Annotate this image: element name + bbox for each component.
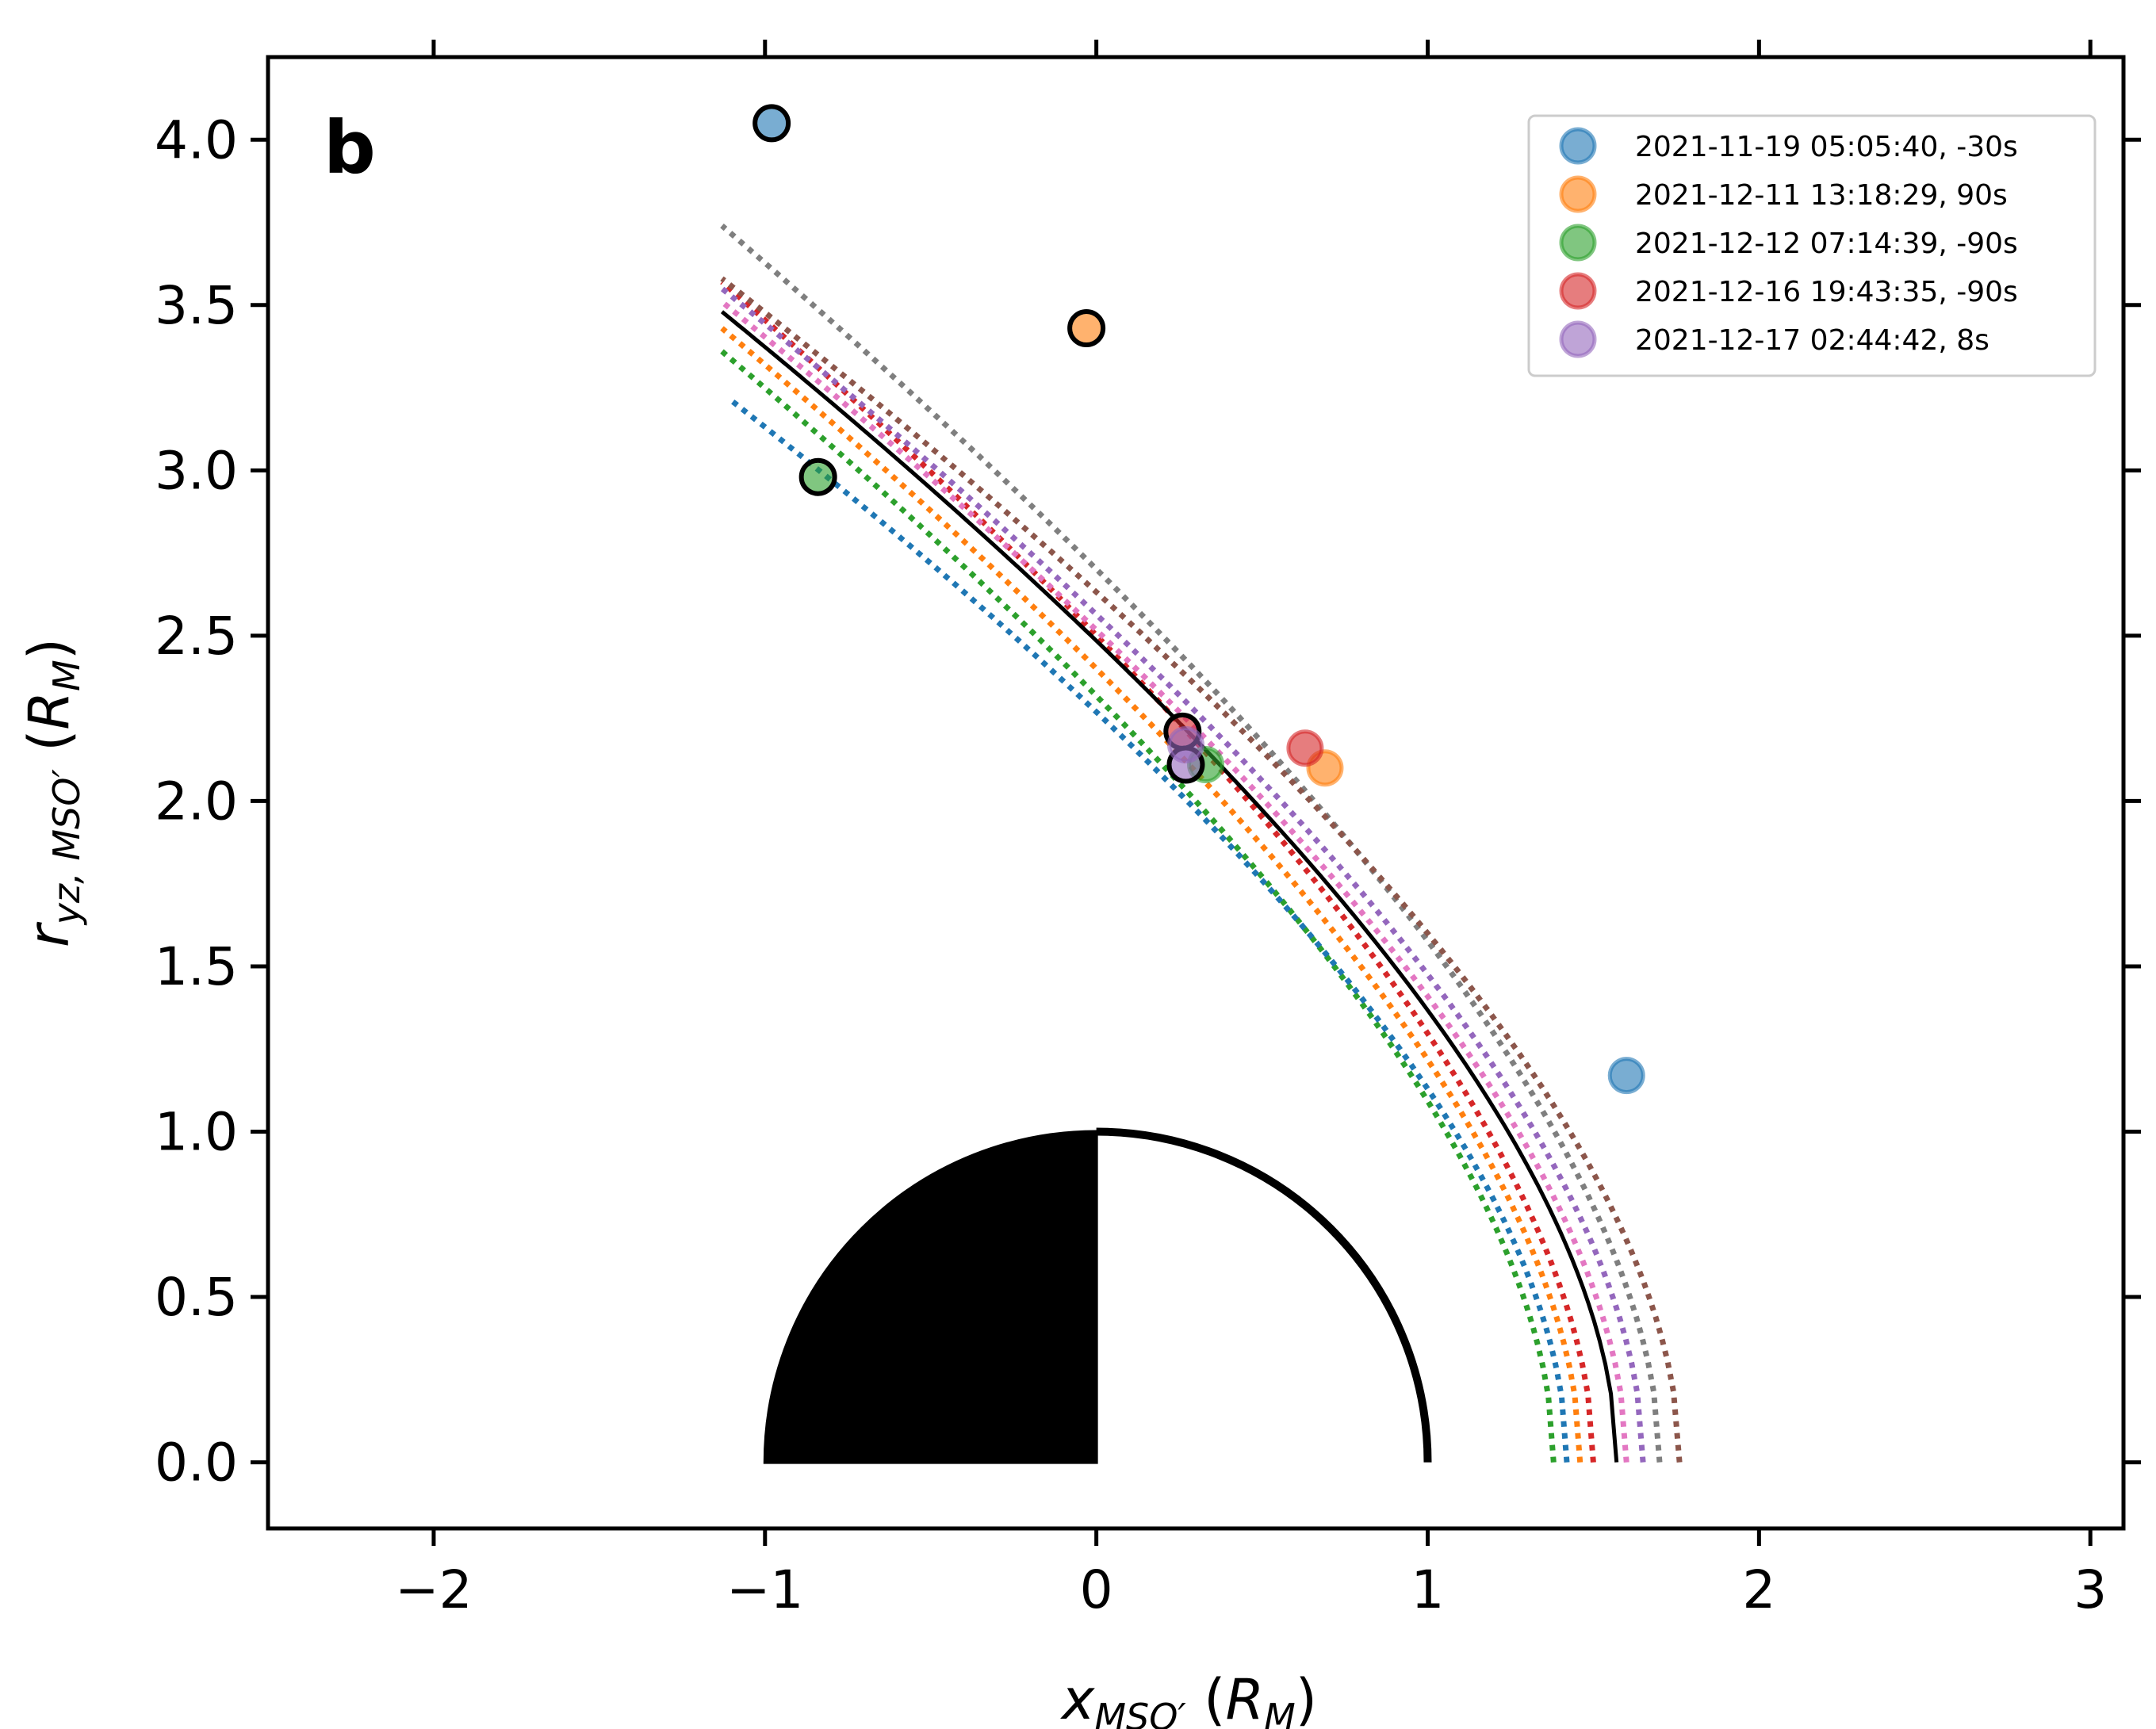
boundary-curve-pink [720, 299, 1629, 1463]
data-point-blue [1607, 1057, 1645, 1095]
boundary-curve-gray [720, 224, 1663, 1463]
x-tick-label: −1 [726, 1559, 803, 1620]
tick-labels: −2 −1 0 1 2 3 0.0 0.5 1.0 1.5 2.0 2.5 3.0 3.5 4.0 [155, 109, 2107, 1620]
boundary-curve-brown [720, 276, 1683, 1463]
x-tick-label: −2 [395, 1559, 472, 1620]
boundary-curves [720, 224, 1683, 1463]
y-tick-label: 0.5 [155, 1267, 238, 1328]
y-tick-label: 2.0 [155, 771, 238, 832]
legend-label: 2021-12-16 19:43:35, -90s [1635, 276, 2018, 308]
y-tick-label: 3.0 [155, 440, 238, 501]
data-point-green-outlined [798, 457, 837, 496]
legend-label: 2021-12-17 02:44:42, 8s [1635, 324, 1989, 357]
legend-entries: 2021-11-19 05:05:40, -30s 2021-12-11 13:1… [1559, 127, 2018, 358]
boundary-curve-blue [730, 399, 1570, 1463]
legend-marker-purple [1559, 320, 1597, 358]
boundary-curve-orange [720, 326, 1583, 1463]
data-points [752, 104, 1645, 1095]
y-tick-label: 2.5 [155, 606, 238, 667]
legend-marker-red [1559, 272, 1597, 310]
panel-label: b [324, 105, 376, 190]
y-axis-label: ryz, MSO′ (RM) [17, 638, 88, 947]
y-tick-label: 4.0 [155, 109, 238, 170]
x-tick-label: 0 [1080, 1559, 1113, 1620]
y-tick-label: 1.5 [155, 936, 238, 997]
x-axis-label: xMSO′ (RM) [1060, 1667, 1317, 1729]
planet-dayside [1096, 1127, 1432, 1463]
legend-label: 2021-12-11 13:18:29, 90s [1635, 179, 2008, 212]
boundary-curve-green [720, 349, 1557, 1463]
y-tick-label: 0.0 [155, 1433, 238, 1494]
x-tick-label: 2 [1742, 1559, 1775, 1620]
legend-label: 2021-11-19 05:05:40, -30s [1635, 131, 2018, 163]
plot-frame [266, 55, 2126, 1531]
legend-marker-blue [1559, 127, 1597, 165]
boundary-curve-black [720, 310, 1619, 1463]
legend-label: 2021-12-12 07:14:39, -90s [1635, 228, 2018, 260]
legend-marker-green [1559, 224, 1597, 262]
legend: 2021-11-19 05:05:40, -30s 2021-12-11 13:1… [1527, 114, 2097, 377]
legend-marker-orange [1559, 175, 1597, 213]
planet [763, 1127, 1432, 1464]
x-tick-label: 1 [1411, 1559, 1445, 1620]
y-tick-label: 1.0 [155, 1102, 238, 1163]
ticks [251, 40, 2141, 1546]
data-point-red [1286, 729, 1324, 767]
x-tick-label: 3 [2074, 1559, 2107, 1620]
legend-box [1527, 114, 2097, 377]
data-point-blue-outlined [752, 104, 791, 143]
y-tick-label: 3.5 [155, 275, 238, 336]
data-point-orange-outlined [1067, 309, 1106, 348]
planet-nightside [763, 1130, 1098, 1464]
data-point-purple [1166, 726, 1204, 764]
